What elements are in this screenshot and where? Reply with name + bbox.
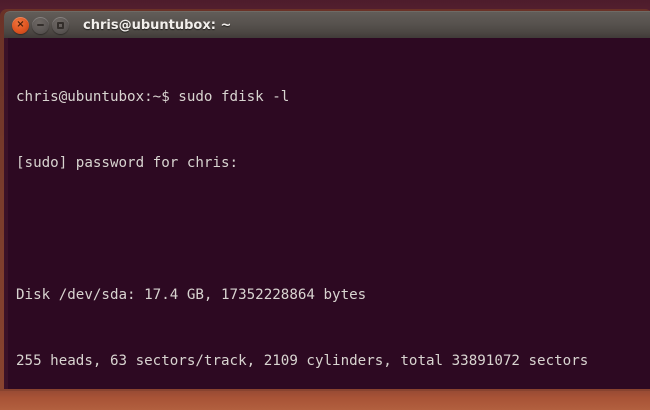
terminal-window[interactable]: × chris@ubuntubox: ~ chris@ubuntubox:~$ … [4, 11, 650, 389]
terminal-line: [sudo] password for chris: [16, 155, 239, 171]
window-title: chris@ubuntubox: ~ [83, 17, 232, 33]
terminal-line: 255 heads, 63 sectors/track, 2109 cylind… [16, 353, 589, 369]
terminal-screen[interactable]: chris@ubuntubox:~$ sudo fdisk -l [sudo] … [16, 42, 650, 389]
maximize-glyph [57, 21, 64, 29]
terminal-line [16, 218, 650, 240]
terminal-line: chris@ubuntubox:~$ sudo fdisk -l [16, 89, 290, 105]
minimize-glyph [37, 24, 44, 26]
maximize-icon[interactable] [52, 16, 69, 34]
close-icon[interactable]: × [12, 16, 29, 34]
terminal-line: Disk /dev/sda: 17.4 GB, 17352228864 byte… [16, 287, 367, 303]
terminal-body[interactable]: chris@ubuntubox:~$ sudo fdisk -l [sudo] … [4, 38, 650, 389]
window-titlebar[interactable]: × chris@ubuntubox: ~ [4, 11, 650, 38]
minimize-icon[interactable] [32, 16, 49, 34]
close-glyph: × [16, 19, 25, 30]
window-controls: × [12, 16, 69, 34]
